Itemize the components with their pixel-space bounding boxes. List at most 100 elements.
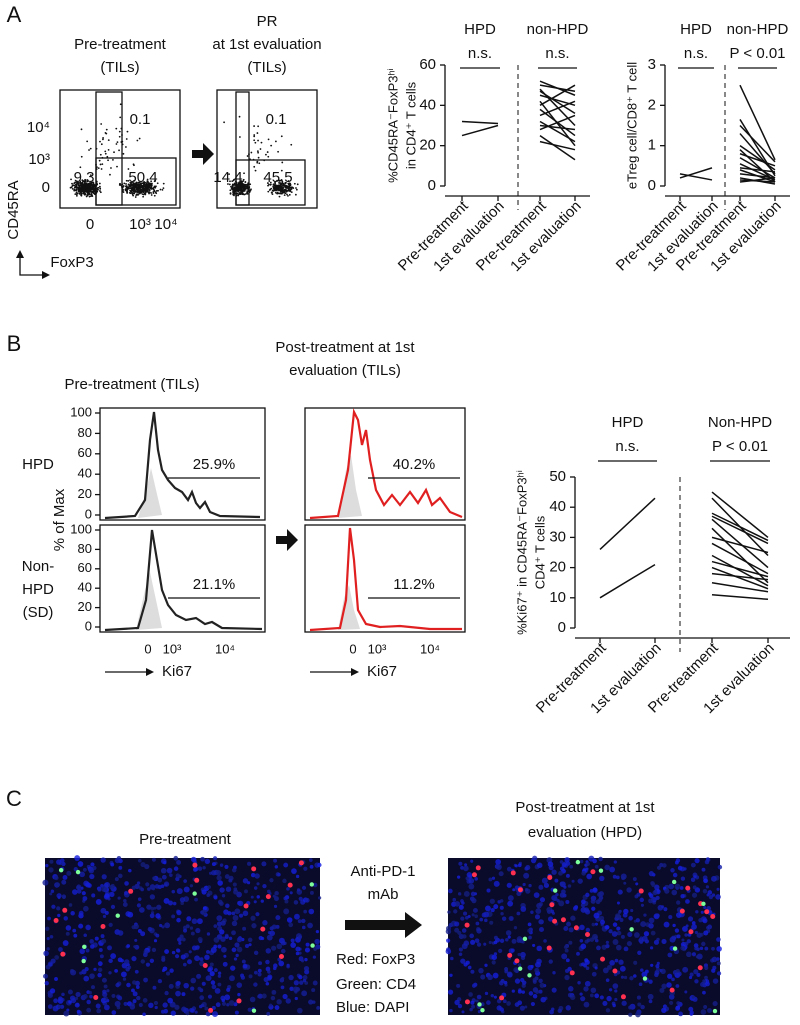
nucleus (207, 994, 213, 999)
nucleus (273, 963, 278, 969)
flow-dot (75, 180, 78, 183)
nucleus (88, 990, 92, 995)
nucleus (484, 991, 489, 996)
nucleus (577, 878, 583, 884)
nucleus (507, 935, 511, 939)
nucleus (493, 880, 500, 887)
nucleus (50, 889, 55, 893)
nucleus (303, 866, 308, 871)
nucleus (274, 896, 279, 902)
flow-dot (133, 182, 136, 185)
flow-frame (216, 89, 318, 209)
nucleus (168, 983, 174, 989)
nucleus (283, 908, 290, 915)
nucleus (614, 958, 619, 963)
nucleus (217, 880, 223, 886)
nucleus (169, 968, 174, 973)
nucleus (77, 861, 84, 867)
flow-dot (130, 185, 132, 188)
nucleus (605, 978, 610, 982)
flow-dot (73, 189, 76, 192)
nucleus (276, 999, 282, 1005)
flow-dot (144, 185, 147, 188)
flow-dot (75, 189, 78, 192)
nucleus (70, 997, 77, 1004)
flow-dot (254, 169, 257, 172)
nucleus (675, 912, 682, 919)
nucleus (691, 952, 697, 957)
nucleus (168, 900, 174, 906)
flow-dot (233, 194, 235, 197)
flow-dot (280, 179, 283, 181)
nucleus (173, 855, 179, 861)
flow-dot (82, 189, 85, 192)
nucleus (311, 988, 316, 993)
nucleus (534, 976, 539, 981)
nucleus (242, 878, 249, 884)
nucleus (209, 970, 215, 977)
flow-dot (133, 184, 136, 187)
flow-dot (72, 184, 74, 187)
nucleus (175, 873, 181, 878)
nucleus (107, 897, 111, 901)
nucleus (132, 999, 137, 1004)
nucleus (465, 876, 470, 881)
nucleus (703, 878, 708, 884)
cd4-cell (82, 944, 87, 950)
nucleus (615, 875, 620, 880)
nucleus (228, 1000, 235, 1006)
flow-dot (238, 181, 240, 184)
foxp3-cell (278, 954, 284, 960)
flow-dot (274, 191, 277, 194)
nucleus (458, 904, 464, 910)
y-tick-label: 100 (70, 521, 92, 536)
nucleus (655, 964, 660, 969)
nucleus (604, 864, 610, 871)
flow-dot (233, 182, 236, 185)
nucleus (541, 877, 548, 884)
nucleus (244, 944, 250, 949)
hist-title: evaluation (TILs) (289, 362, 401, 379)
flow-dot (287, 185, 289, 188)
nucleus (666, 982, 672, 988)
gate-label: 40.2% (393, 456, 436, 473)
y-axis-label: CD4⁺ T cells (532, 515, 547, 589)
flow-dot (84, 178, 87, 181)
flow-dot (257, 151, 259, 154)
nucleus (502, 999, 507, 1004)
flow-dot (275, 184, 278, 187)
nucleus (305, 942, 310, 947)
flow-dot (115, 127, 118, 130)
foxp3-cell (710, 913, 716, 919)
flow-dot (90, 195, 92, 198)
flow-dot (78, 186, 81, 188)
nucleus (171, 914, 176, 919)
nucleus (150, 906, 155, 911)
nucleus (493, 935, 498, 940)
nucleus (607, 964, 612, 970)
foxp3-cell (514, 958, 520, 964)
nucleus (265, 981, 270, 986)
nucleus (568, 927, 574, 933)
nucleus (685, 924, 689, 928)
nucleus (155, 913, 161, 919)
nucleus (75, 991, 81, 998)
flow-title: PR (257, 13, 278, 30)
nucleus (231, 911, 236, 916)
foxp3-cell (53, 917, 59, 923)
foxp3-cell (510, 870, 516, 876)
nucleus (83, 975, 90, 982)
flow-dot (118, 135, 121, 138)
nucleus (231, 947, 237, 953)
nucleus (639, 897, 645, 903)
nucleus (176, 888, 183, 895)
flow-dot (102, 137, 104, 139)
nucleus (501, 916, 507, 921)
pair-line (711, 515, 769, 545)
hist-control (138, 468, 162, 518)
flow-dot (146, 178, 149, 181)
foxp3-cell (620, 994, 626, 1000)
nucleus (215, 1002, 221, 1008)
nucleus (316, 1006, 320, 1010)
nucleus (656, 865, 662, 870)
